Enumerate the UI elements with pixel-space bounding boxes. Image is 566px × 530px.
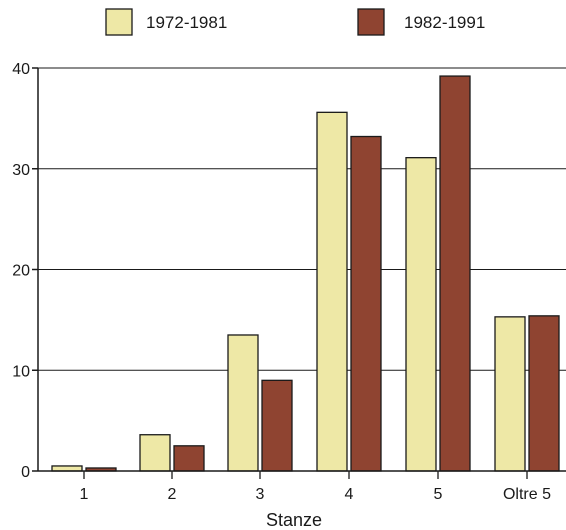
- bar-1972-1981-4: [316, 111, 348, 472]
- legend-label: 1972-1981: [146, 13, 227, 32]
- y-tick-label: 20: [12, 263, 30, 280]
- y-tick-label: 0: [21, 464, 30, 481]
- legend-item: 1972-1981: [105, 8, 227, 36]
- bar-1972-1981-oltre-5: [494, 316, 526, 472]
- y-tick-labels: 0 10 20 30 40: [12, 61, 30, 481]
- grid-lines: [32, 67, 566, 472]
- bar-1982-1991-2: [173, 445, 205, 472]
- bar-1982-1991-oltre-5: [528, 315, 560, 472]
- x-tick-labels: 1 2 3 4 5 Oltre 5: [80, 471, 551, 503]
- legend: 1972-1981 1982-1991: [105, 8, 485, 36]
- x-tick-label: 4: [345, 486, 354, 503]
- bar-1982-1991-5: [439, 75, 471, 472]
- bar-1972-1981-3: [227, 334, 259, 472]
- bar-1982-1991-4: [350, 135, 382, 472]
- bar-1972-1981-1: [51, 465, 83, 472]
- x-axis-title: Stanze: [266, 510, 322, 530]
- bar-1972-1981-5: [405, 157, 437, 472]
- legend-label: 1982-1991: [404, 13, 485, 32]
- bars: [51, 75, 560, 472]
- x-tick-label: 2: [168, 486, 177, 503]
- legend-swatch: [357, 8, 385, 36]
- bar-1982-1991-3: [261, 379, 293, 472]
- y-tick-label: 10: [12, 363, 30, 380]
- x-tick-label: Oltre 5: [503, 486, 551, 503]
- y-tick-label: 40: [12, 61, 30, 78]
- bar-1972-1981-2: [139, 434, 171, 472]
- legend-swatch: [105, 8, 133, 36]
- legend-item: 1982-1991: [357, 8, 485, 36]
- x-tick-label: 5: [434, 486, 443, 503]
- x-tick-label: 3: [256, 486, 265, 503]
- x-tick-label: 1: [80, 486, 89, 503]
- axes: [37, 68, 566, 472]
- y-tick-label: 30: [12, 162, 30, 179]
